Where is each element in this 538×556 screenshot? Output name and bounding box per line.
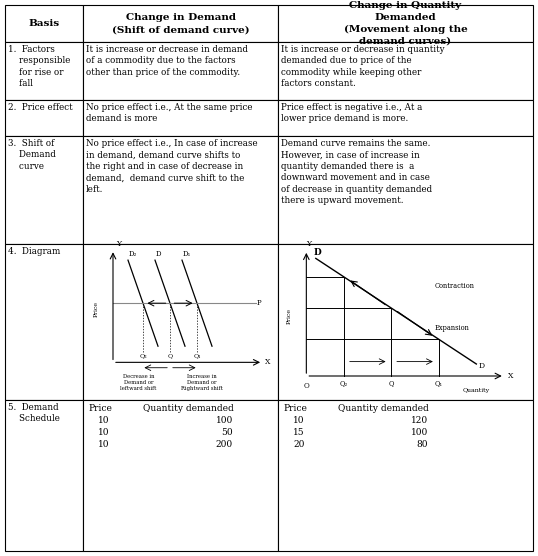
Bar bbox=[5, 136, 83, 244]
Bar bbox=[278, 100, 533, 136]
Text: Q: Q bbox=[388, 380, 394, 388]
Text: Price: Price bbox=[283, 404, 307, 413]
Text: 5.  Demand
    Schedule: 5. Demand Schedule bbox=[8, 403, 60, 424]
Bar bbox=[83, 136, 278, 244]
Text: 15: 15 bbox=[293, 428, 305, 437]
Text: Increase in
Demand or
Rightward shift: Increase in Demand or Rightward shift bbox=[181, 374, 222, 391]
Text: D: D bbox=[478, 361, 484, 370]
Text: O: O bbox=[303, 382, 309, 390]
Text: Quantity: Quantity bbox=[463, 388, 490, 393]
Bar bbox=[83, 244, 278, 400]
Text: Basis: Basis bbox=[29, 19, 60, 28]
Bar bbox=[83, 5, 278, 42]
Text: 100: 100 bbox=[216, 416, 233, 425]
Text: 120: 120 bbox=[411, 416, 428, 425]
Text: Q₂: Q₂ bbox=[340, 380, 348, 388]
Text: Price: Price bbox=[88, 404, 112, 413]
Text: X: X bbox=[265, 359, 270, 366]
Text: 50: 50 bbox=[221, 428, 233, 437]
Bar bbox=[83, 42, 278, 100]
Bar bbox=[5, 400, 83, 551]
Text: 10: 10 bbox=[98, 416, 110, 425]
Text: 4.  Diagram: 4. Diagram bbox=[8, 247, 60, 256]
Text: No price effect i.e., At the same price
demand is more: No price effect i.e., At the same price … bbox=[86, 103, 252, 123]
Text: Q₂: Q₂ bbox=[139, 354, 147, 359]
Bar bbox=[278, 244, 533, 400]
Text: No price effect i.e., In case of increase
in demand, demand curve shifts to
the : No price effect i.e., In case of increas… bbox=[86, 139, 258, 194]
Text: Q₁: Q₁ bbox=[435, 380, 443, 388]
Text: 200: 200 bbox=[216, 440, 233, 449]
Bar bbox=[278, 400, 533, 551]
Text: It is increase or decrease in quantity
demanded due to price of the
commodity wh: It is increase or decrease in quantity d… bbox=[281, 45, 444, 88]
Bar bbox=[278, 5, 533, 42]
Bar bbox=[5, 244, 83, 400]
Text: Quantity demanded: Quantity demanded bbox=[338, 404, 429, 413]
Text: D₁: D₁ bbox=[183, 250, 191, 258]
Bar bbox=[278, 42, 533, 100]
Text: 3.  Shift of
    Demand
    curve: 3. Shift of Demand curve bbox=[8, 139, 56, 171]
Text: 2.  Price effect: 2. Price effect bbox=[8, 103, 73, 112]
Text: 10: 10 bbox=[293, 416, 305, 425]
Text: 10: 10 bbox=[98, 440, 110, 449]
Text: Demand curve remains the same.
However, in case of increase in
quantity demanded: Demand curve remains the same. However, … bbox=[281, 139, 432, 205]
Text: D: D bbox=[155, 250, 161, 258]
Text: Price: Price bbox=[287, 308, 292, 324]
Text: Q: Q bbox=[167, 354, 173, 359]
Text: Q₁: Q₁ bbox=[193, 354, 201, 359]
Text: 80: 80 bbox=[416, 440, 428, 449]
Text: Expansion: Expansion bbox=[435, 324, 470, 332]
Text: Contraction: Contraction bbox=[435, 282, 475, 290]
Bar bbox=[5, 5, 83, 42]
Bar bbox=[83, 100, 278, 136]
Text: P: P bbox=[257, 299, 261, 307]
Text: Change in Quantity
Demanded
(Movement along the
demand curves): Change in Quantity Demanded (Movement al… bbox=[344, 1, 468, 46]
Text: X: X bbox=[508, 372, 514, 380]
Text: Y: Y bbox=[116, 240, 121, 249]
Bar bbox=[5, 100, 83, 136]
Text: Price effect is negative i.e., At a
lower price demand is more.: Price effect is negative i.e., At a lowe… bbox=[281, 103, 422, 123]
Text: Change in Demand
(Shift of demand curve): Change in Demand (Shift of demand curve) bbox=[112, 13, 249, 34]
Text: 100: 100 bbox=[410, 428, 428, 437]
Bar bbox=[83, 400, 278, 551]
Text: It is increase or decrease in demand
of a commodity due to the factors
other tha: It is increase or decrease in demand of … bbox=[86, 45, 248, 77]
Text: Price: Price bbox=[94, 301, 99, 316]
Text: D₂: D₂ bbox=[129, 250, 137, 258]
Bar bbox=[5, 42, 83, 100]
Text: Decrease in
Demand or
leftward shift: Decrease in Demand or leftward shift bbox=[121, 374, 157, 391]
Text: 20: 20 bbox=[293, 440, 305, 449]
Text: 10: 10 bbox=[98, 428, 110, 437]
Text: Y: Y bbox=[306, 240, 311, 247]
Text: D: D bbox=[314, 248, 322, 257]
Text: 1.  Factors
    responsible
    for rise or
    fall: 1. Factors responsible for rise or fall bbox=[8, 45, 70, 88]
Text: Quantity demanded: Quantity demanded bbox=[143, 404, 233, 413]
Bar bbox=[278, 136, 533, 244]
